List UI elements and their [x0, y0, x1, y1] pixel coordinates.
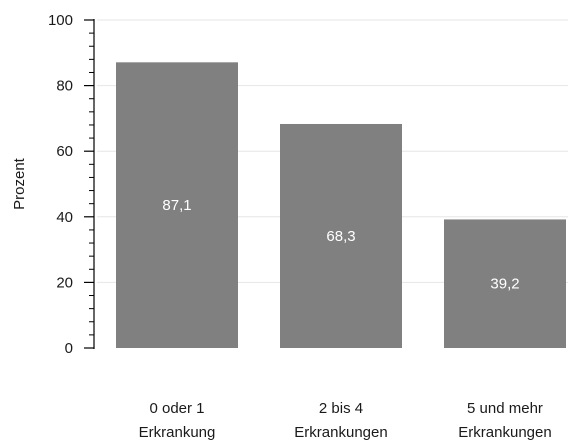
y-tick-label-0: 0 — [65, 340, 73, 357]
category-label-1-line-1: 0 oder 1 — [149, 400, 204, 417]
value-label-2: 68,3 — [326, 228, 355, 245]
y-tick-label-40: 40 — [56, 209, 73, 226]
value-label-1: 87,1 — [162, 197, 191, 214]
value-label-3: 39,2 — [490, 276, 519, 293]
bar-3 — [444, 219, 566, 348]
category-label-1-line-2: Erkrankung — [139, 424, 216, 441]
y-axis: 0 20 40 60 80 100 — [48, 12, 95, 357]
bar-1 — [116, 62, 238, 348]
bars-layer — [116, 62, 566, 348]
category-label-3-line-2: Erkrankungen — [458, 424, 551, 441]
category-label-3-line-1: 5 und mehr — [467, 400, 543, 417]
y-tick-label-100: 100 — [48, 12, 73, 29]
category-label-2-line-1: 2 bis 4 — [319, 400, 363, 417]
y-tick-label-20: 20 — [56, 274, 73, 291]
y-tick-label-80: 80 — [56, 78, 73, 95]
y-axis-title: Prozent — [11, 157, 28, 210]
y-tick-label-60: 60 — [56, 143, 73, 160]
bar-2 — [280, 123, 402, 348]
labels-layer: 87,1 68,3 39,2 0 oder 1 Erkrankung 2 bis 4 Erk… — [139, 197, 552, 441]
category-label-2-line-2: Erkrankungen — [294, 424, 387, 441]
